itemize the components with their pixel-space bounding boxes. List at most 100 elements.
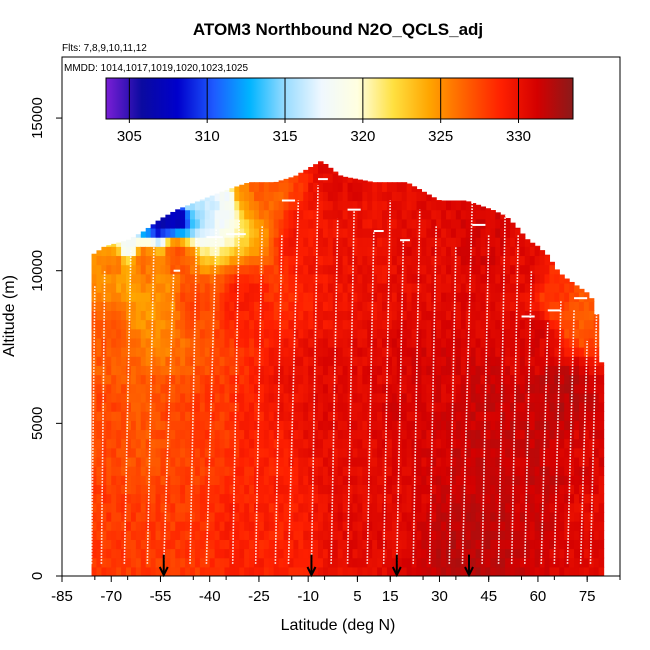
field-cell bbox=[175, 511, 181, 522]
field-cell bbox=[263, 255, 270, 266]
field-cell bbox=[249, 182, 255, 192]
field-cell bbox=[416, 337, 423, 348]
field-cell bbox=[514, 227, 521, 229]
field-cell bbox=[308, 374, 314, 385]
field-cell bbox=[337, 264, 344, 275]
field-cell bbox=[332, 328, 339, 339]
field-cell bbox=[219, 218, 226, 229]
field-cell bbox=[224, 356, 230, 366]
field-cell bbox=[539, 530, 546, 540]
plot-frame bbox=[61, 56, 621, 577]
field-cell bbox=[426, 429, 432, 440]
field-cell bbox=[455, 273, 462, 284]
field-cell bbox=[273, 347, 280, 357]
field-cell bbox=[322, 374, 329, 385]
field-cell bbox=[175, 456, 181, 467]
field-cell bbox=[190, 203, 196, 211]
field-cell bbox=[411, 237, 418, 247]
field-cell bbox=[101, 557, 107, 568]
field-cell bbox=[318, 484, 324, 495]
field-cell bbox=[278, 420, 285, 431]
field-cell bbox=[352, 273, 359, 284]
field-cell bbox=[465, 227, 472, 238]
field-cell bbox=[140, 484, 147, 495]
field-cell bbox=[126, 511, 132, 522]
field-cell bbox=[219, 530, 226, 540]
field-cell bbox=[514, 484, 521, 495]
field-cell bbox=[268, 539, 275, 550]
n2o-field-layer bbox=[91, 161, 605, 576]
field-cell bbox=[278, 310, 285, 321]
field-cell bbox=[465, 466, 472, 476]
field-cell bbox=[155, 411, 162, 421]
field-cell bbox=[598, 383, 605, 394]
field-cell bbox=[332, 401, 339, 412]
field-cell bbox=[160, 429, 166, 440]
field-cell bbox=[322, 511, 329, 522]
field-cell bbox=[401, 200, 408, 211]
field-cell bbox=[372, 182, 378, 192]
field-cell bbox=[391, 420, 398, 431]
field-cell bbox=[234, 475, 240, 486]
field-cell bbox=[510, 429, 516, 440]
field-cell bbox=[539, 420, 546, 431]
field-cell bbox=[505, 539, 511, 550]
field-cell bbox=[426, 246, 432, 257]
field-cell bbox=[313, 365, 319, 376]
field-cell bbox=[278, 301, 285, 311]
field-cell bbox=[583, 548, 590, 559]
field-cell bbox=[411, 429, 418, 440]
field-cell bbox=[377, 282, 383, 293]
field-cell bbox=[377, 237, 383, 247]
field-cell bbox=[549, 502, 555, 513]
field-cell bbox=[524, 301, 531, 311]
field-cell bbox=[190, 511, 196, 522]
field-cell bbox=[322, 319, 329, 330]
field-cell bbox=[534, 456, 541, 467]
field-cell bbox=[332, 209, 339, 220]
field-cell bbox=[111, 365, 117, 376]
field-cell bbox=[406, 365, 413, 376]
field-cell bbox=[91, 420, 98, 431]
field-cell bbox=[145, 521, 152, 531]
field-cell bbox=[318, 328, 324, 339]
field-cell bbox=[465, 429, 472, 440]
field-cell bbox=[342, 521, 349, 531]
field-cell bbox=[165, 246, 171, 257]
field-cell bbox=[332, 484, 339, 495]
field-cell bbox=[135, 255, 142, 266]
field-cell bbox=[510, 356, 516, 366]
field-cell bbox=[431, 466, 437, 476]
field-cell bbox=[480, 246, 487, 257]
field-cell bbox=[362, 502, 368, 513]
field-cell bbox=[175, 273, 181, 284]
field-cell bbox=[224, 493, 230, 504]
field-cell bbox=[204, 420, 211, 431]
field-cell bbox=[357, 420, 363, 431]
field-cell bbox=[239, 429, 245, 440]
field-cell bbox=[273, 548, 280, 559]
field-cell bbox=[377, 475, 383, 486]
field-cell bbox=[268, 521, 275, 531]
field-cell bbox=[367, 282, 373, 293]
field-cell bbox=[318, 493, 324, 504]
field-cell bbox=[106, 246, 112, 257]
field-cell bbox=[234, 420, 240, 431]
field-cell bbox=[219, 282, 226, 293]
field-cell bbox=[455, 502, 462, 513]
field-cell bbox=[406, 548, 413, 559]
field-cell bbox=[475, 401, 482, 412]
field-cell bbox=[190, 282, 196, 293]
field-cell bbox=[219, 502, 226, 513]
field-cell bbox=[421, 456, 427, 467]
field-cell bbox=[421, 420, 427, 431]
field-cell bbox=[303, 273, 309, 284]
field-cell bbox=[436, 548, 442, 559]
field-cell bbox=[377, 356, 383, 366]
field-cell bbox=[416, 292, 423, 302]
field-cell bbox=[441, 337, 447, 348]
field-cell bbox=[199, 438, 206, 449]
field-cell bbox=[135, 234, 142, 238]
field-cell bbox=[450, 401, 457, 412]
field-cell bbox=[254, 237, 260, 247]
